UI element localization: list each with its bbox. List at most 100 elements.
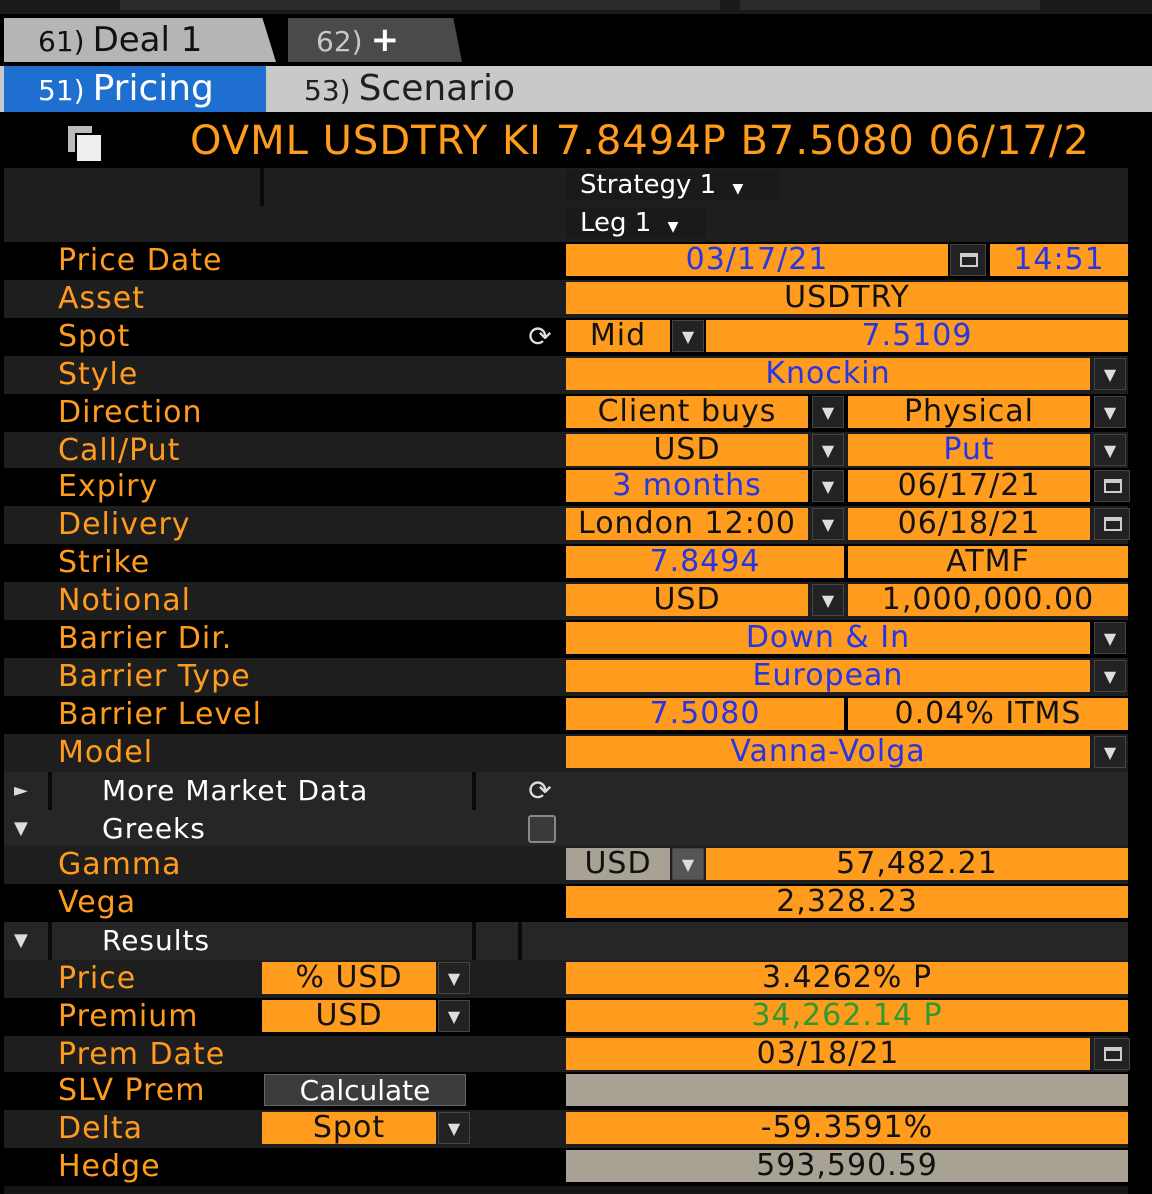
spot-label: Spot <box>58 319 131 354</box>
barrier-level-field[interactable]: 7.5080 <box>566 698 844 730</box>
hedge-value: 593,590.59 <box>566 1150 1128 1182</box>
calculate-button[interactable]: Calculate <box>264 1074 466 1107</box>
model-row: Model Vanna-Volga ▼ <box>4 734 1128 772</box>
prem-date-row: Prem Date 03/18/21 <box>4 1036 1130 1074</box>
strategy-dropdown[interactable]: Strategy 1 ▼ <box>566 170 780 200</box>
barrier-itm-field: 0.04% ITMS <box>848 698 1128 730</box>
tab-number: 51) <box>38 74 85 107</box>
refresh-icon[interactable]: ⟳ <box>528 320 552 353</box>
market-data-section[interactable]: ► More Market Data ⟳ <box>4 772 1128 848</box>
leg-row: Leg 1 ▼ <box>4 206 1128 244</box>
tab-number: 53) <box>304 74 351 107</box>
chevron-down-icon[interactable]: ▼ <box>812 470 844 502</box>
chevron-down-icon[interactable]: ▼ <box>438 1000 470 1032</box>
triangle-down-icon[interactable]: ▼ <box>14 818 28 839</box>
prem-date-label: Prem Date <box>58 1037 226 1072</box>
leg-dropdown[interactable]: Leg 1 ▼ <box>566 208 706 238</box>
tab-pricing[interactable]: 51) Pricing <box>4 66 266 112</box>
price-date-field[interactable]: 03/17/21 <box>566 244 948 276</box>
triangle-down-icon[interactable]: ▼ <box>14 930 28 951</box>
delivery-date-field[interactable]: 06/18/21 <box>848 508 1090 540</box>
tab-scenario[interactable]: 53) Scenario <box>270 66 670 112</box>
calendar-icon[interactable] <box>950 244 986 276</box>
callput-row: Call/Put USD ▼ Put ▼ <box>4 432 1128 470</box>
spot-rate-field[interactable]: 7.5109 <box>706 320 1128 352</box>
chevron-down-icon[interactable]: ▼ <box>812 396 844 428</box>
delta-type-field[interactable]: Spot <box>262 1112 436 1144</box>
asset-field[interactable]: USDTRY <box>566 282 1128 314</box>
delivery-label: Delivery <box>58 507 191 542</box>
chevron-down-icon[interactable]: ▼ <box>1094 358 1126 390</box>
vega-row: Vega 2,328.23 <box>4 884 1128 922</box>
price-unit-field[interactable]: % USD <box>262 962 436 994</box>
price-date-label: Price Date <box>58 243 223 278</box>
slv-prem-row: SLV Prem Calculate <box>4 1072 1128 1110</box>
strategy-label: Strategy 1 <box>580 170 717 200</box>
prem-date-field[interactable]: 03/18/21 <box>566 1038 1090 1070</box>
chevron-down-icon[interactable]: ▼ <box>812 508 844 540</box>
direction-row: Direction Client buys ▼ Physical ▼ <box>4 394 1128 432</box>
spot-side-field[interactable]: Mid <box>566 320 670 352</box>
upper-tab-remnant <box>740 0 1040 10</box>
strike-type-field[interactable]: ATMF <box>848 546 1128 578</box>
chevron-down-icon[interactable]: ▼ <box>812 584 844 616</box>
slv-prem-label: SLV Prem <box>58 1073 206 1108</box>
gamma-currency-field[interactable]: USD <box>566 848 670 880</box>
notional-currency-field[interactable]: USD <box>566 584 808 616</box>
barrier-type-label: Barrier Type <box>58 659 251 694</box>
column-divider <box>518 922 522 960</box>
refresh-icon[interactable]: ⟳ <box>528 774 552 807</box>
callput-currency-field[interactable]: USD <box>566 434 808 466</box>
callput-label: Call/Put <box>58 433 181 468</box>
premium-unit-field[interactable]: USD <box>262 1000 436 1032</box>
strike-label: Strike <box>58 545 151 580</box>
direction-label: Direction <box>58 395 203 430</box>
chevron-down-icon[interactable]: ▼ <box>438 962 470 994</box>
price-time-field[interactable]: 14:51 <box>990 244 1128 276</box>
style-row: Style Knockin ▼ <box>4 356 1128 394</box>
barrier-level-row: Barrier Level 7.5080 0.04% ITMS <box>4 696 1128 734</box>
tab-number: 62) <box>316 25 363 58</box>
chevron-down-icon[interactable]: ▼ <box>438 1112 470 1144</box>
direction-field[interactable]: Client buys <box>566 396 808 428</box>
notional-amount-field[interactable]: 1,000,000.00 <box>848 584 1128 616</box>
chevron-down-icon[interactable]: ▼ <box>1094 736 1126 768</box>
copy-icon[interactable] <box>66 124 104 164</box>
barrier-dir-field[interactable]: Down & In <box>566 622 1090 654</box>
hedge-label: Hedge <box>58 1149 161 1184</box>
add-deal-tab[interactable]: 62) + <box>288 18 462 62</box>
greeks-section[interactable]: ▼ Greeks <box>4 810 1128 848</box>
view-tab-bar: 51) Pricing 53) Scenario <box>0 66 1152 112</box>
premium-row: Premium USD ▼ 34,262.14 P <box>4 998 1128 1036</box>
tab-deal-1[interactable]: 61) Deal 1 <box>4 18 276 62</box>
chevron-down-icon[interactable]: ▼ <box>812 434 844 466</box>
chevron-down-icon[interactable]: ▼ <box>672 848 704 880</box>
vega-value: 2,328.23 <box>566 886 1128 918</box>
triangle-right-icon[interactable]: ► <box>14 780 28 801</box>
greeks-checkbox[interactable] <box>528 815 556 843</box>
callput-field[interactable]: Put <box>848 434 1090 466</box>
slv-prem-value <box>566 1074 1128 1106</box>
premium-label: Premium <box>58 999 199 1034</box>
style-field[interactable]: Knockin <box>566 358 1090 390</box>
expiry-date-field[interactable]: 06/17/21 <box>848 470 1090 502</box>
expiry-row: Expiry 3 months ▼ 06/17/21 <box>4 468 1130 506</box>
chevron-down-icon[interactable]: ▼ <box>1094 396 1126 428</box>
chevron-down-icon[interactable]: ▼ <box>1094 434 1126 466</box>
calendar-icon[interactable] <box>1094 470 1130 502</box>
chevron-down-icon[interactable]: ▼ <box>1094 660 1126 692</box>
results-section[interactable]: ▼ Results <box>4 922 1128 960</box>
chevron-down-icon[interactable]: ▼ <box>672 320 704 352</box>
barrier-type-field[interactable]: European <box>566 660 1090 692</box>
calendar-icon[interactable] <box>1094 508 1130 540</box>
delivery-cut-field[interactable]: London 12:00 <box>566 508 808 540</box>
settlement-field[interactable]: Physical <box>848 396 1090 428</box>
market-data-label: More Market Data <box>102 774 369 807</box>
chevron-down-icon[interactable]: ▼ <box>1094 622 1126 654</box>
page-title: OVML USDTRY KI 7.8494P B7.5080 06/17/2 <box>190 118 1090 164</box>
price-row: Price % USD ▼ 3.4262% P <box>4 960 1128 998</box>
strike-field[interactable]: 7.8494 <box>566 546 844 578</box>
expiry-tenor-field[interactable]: 3 months <box>566 470 808 502</box>
calendar-icon[interactable] <box>1094 1038 1130 1070</box>
model-field[interactable]: Vanna-Volga <box>566 736 1090 768</box>
